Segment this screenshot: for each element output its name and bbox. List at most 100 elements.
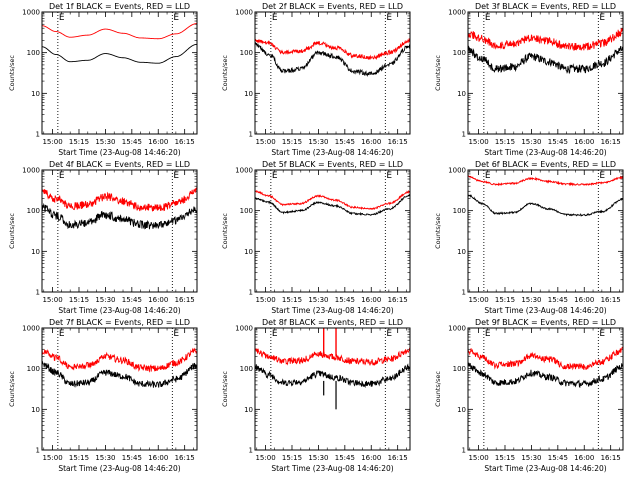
x-tick-label: 15:00 [42, 138, 62, 146]
y-tick-label: 1000 [235, 167, 253, 175]
x-tick-label: 15:15 [282, 454, 302, 462]
x-tick-label: 15:15 [69, 138, 89, 146]
y-tick-label: 10 [244, 248, 253, 256]
x-axis-label: Start Time (23-Aug-08 14:46:20) [484, 464, 606, 473]
x-tick-label: 16:15 [175, 454, 195, 462]
panel-title: Det 2f BLACK = Events, RED = LLD [262, 2, 403, 11]
y-tick-label: 100 [27, 365, 40, 373]
plot-frame [254, 169, 411, 293]
series-line-red-lld [42, 23, 197, 40]
x-tick-label: 15:15 [282, 138, 302, 146]
x-tick-label: 16:15 [175, 138, 195, 146]
series-line-black-events [468, 194, 623, 217]
panel-2: Det 2f BLACK = Events, RED = LLD Start Ti… [221, 2, 411, 157]
y-tick-label: 1 [462, 131, 466, 139]
x-tick-label: 15:45 [122, 454, 142, 462]
x-tick-label: 15:00 [255, 454, 275, 462]
y-tick-label: 1000 [22, 325, 40, 333]
x-tick-label: 15:15 [69, 296, 89, 304]
series-line-black-events [42, 361, 197, 388]
panel-4: Det 4f BLACK = Events, RED = LLD Start Ti… [8, 160, 198, 315]
plot-frame [467, 327, 624, 451]
y-tick-label: 100 [27, 207, 40, 215]
x-tick-label: 16:15 [388, 296, 408, 304]
y-tick-label: 1 [462, 447, 466, 455]
series-line-black-events [468, 362, 623, 389]
panel-8: Det 8f BLACK = Events, RED = LLD Start Ti… [221, 318, 411, 473]
panel-title: Det 4f BLACK = Events, RED = LLD [49, 160, 190, 169]
y-tick-label: 100 [453, 49, 466, 57]
y-axis-label: Counts/sec [8, 55, 16, 91]
plot-frame [467, 169, 624, 293]
x-tick-label: 15:00 [468, 454, 488, 462]
x-tick-label: 16:00 [574, 296, 594, 304]
x-tick-label: 16:15 [388, 138, 408, 146]
plot-frame [254, 327, 411, 451]
y-axis-label: Counts/sec [221, 55, 229, 91]
x-tick-label: 15:45 [335, 296, 355, 304]
x-axis-label: Start Time (23-Aug-08 14:46:20) [484, 148, 606, 157]
panel-9: Det 9f BLACK = Events, RED = LLD Start Ti… [434, 318, 624, 473]
x-axis-label: Start Time (23-Aug-08 14:46:20) [58, 464, 180, 473]
panel-title: Det 6f BLACK = Events, RED = LLD [475, 160, 616, 169]
x-tick-label: 15:15 [282, 296, 302, 304]
plot-frame [254, 11, 411, 135]
series-line-red-lld [468, 346, 623, 371]
x-axis-label: Start Time (23-Aug-08 14:46:20) [271, 148, 393, 157]
x-tick-label: 16:00 [148, 296, 168, 304]
y-tick-label: 1000 [22, 9, 40, 17]
x-axis-label: Start Time (23-Aug-08 14:46:20) [271, 306, 393, 315]
panel-7: Det 7f BLACK = Events, RED = LLD Start Ti… [8, 318, 198, 473]
y-axis-label: Counts/sec [221, 213, 229, 249]
y-tick-label: 1 [249, 131, 253, 139]
x-axis-label: Start Time (23-Aug-08 14:46:20) [58, 148, 180, 157]
x-tick-label: 15:30 [308, 138, 328, 146]
x-tick-label: 16:15 [388, 454, 408, 462]
panel-title: Det 3f BLACK = Events, RED = LLD [475, 2, 616, 11]
y-tick-label: 10 [31, 90, 40, 98]
x-tick-label: 16:00 [361, 296, 381, 304]
x-tick-label: 16:15 [601, 296, 621, 304]
y-tick-label: 100 [27, 49, 40, 57]
x-tick-label: 15:00 [42, 296, 62, 304]
x-tick-label: 16:15 [175, 296, 195, 304]
y-axis-label: Counts/sec [434, 371, 442, 407]
x-tick-label: 15:30 [521, 138, 541, 146]
x-tick-label: 15:15 [495, 454, 515, 462]
y-tick-label: 10 [244, 90, 253, 98]
event-marker-label: E [386, 171, 392, 181]
x-tick-label: 15:30 [95, 454, 115, 462]
event-marker-label: E [59, 329, 65, 339]
y-tick-label: 1 [36, 131, 40, 139]
y-tick-label: 10 [457, 90, 466, 98]
event-marker-label: E [485, 171, 491, 181]
panel-title: Det 7f BLACK = Events, RED = LLD [49, 318, 190, 327]
y-tick-label: 1 [36, 289, 40, 297]
event-marker-label: E [485, 329, 491, 339]
y-axis-label: Counts/sec [221, 371, 229, 407]
y-tick-label: 1 [249, 447, 253, 455]
series-line-black-events [255, 363, 410, 389]
y-axis-label: Counts/sec [8, 371, 16, 407]
x-tick-label: 15:30 [308, 296, 328, 304]
x-tick-label: 15:30 [308, 454, 328, 462]
x-axis-label: Start Time (23-Aug-08 14:46:20) [484, 306, 606, 315]
x-tick-label: 15:00 [255, 138, 275, 146]
x-tick-label: 15:30 [95, 296, 115, 304]
x-tick-label: 16:00 [361, 138, 381, 146]
y-tick-label: 100 [240, 207, 253, 215]
series-line-black-events [255, 42, 410, 77]
event-marker-label: E [173, 329, 179, 339]
plot-frame [41, 327, 198, 451]
plot-frame [41, 11, 198, 135]
x-axis-label: Start Time (23-Aug-08 14:46:20) [271, 464, 393, 473]
y-tick-label: 10 [457, 248, 466, 256]
series-line-black-events [42, 43, 197, 64]
event-marker-label: E [485, 13, 491, 23]
x-tick-label: 15:15 [495, 138, 515, 146]
series-line-red-lld [468, 28, 623, 52]
panel-6: Det 6f BLACK = Events, RED = LLD Start Ti… [434, 160, 624, 315]
y-tick-label: 1 [462, 289, 466, 297]
x-tick-label: 16:00 [361, 454, 381, 462]
x-tick-label: 15:45 [548, 454, 568, 462]
